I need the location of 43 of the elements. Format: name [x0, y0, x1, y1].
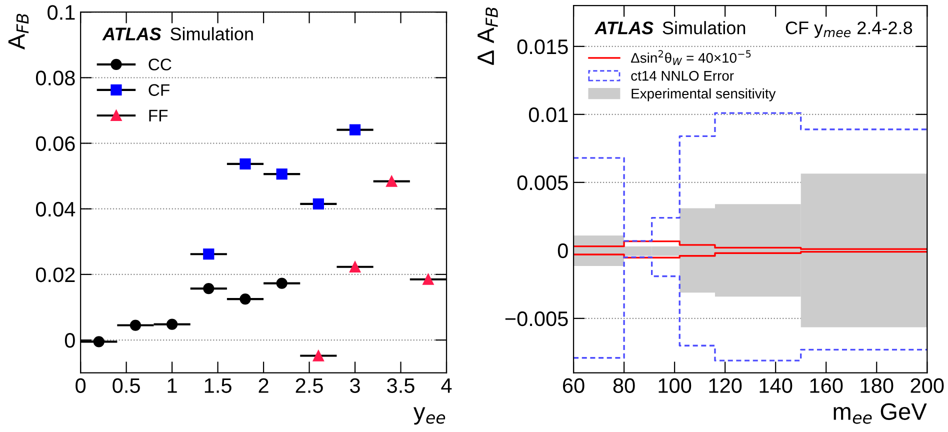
x-tick-label: 3	[350, 378, 360, 393]
x-tick-label: 140	[760, 378, 792, 393]
x-tick-label: 0.5	[112, 378, 140, 393]
y-tick-label: 0.04	[36, 202, 76, 217]
y-tick-label: 0.015	[517, 39, 568, 54]
x-axis-title: y$_{ee}$	[414, 407, 446, 425]
y-tick-label: 0	[64, 333, 75, 348]
y-tick-label: −0.005	[505, 311, 568, 326]
y-axis-title: Δ A$_{FB}$	[478, 7, 498, 65]
x-axis-title: m$_{ee}$ GeV	[834, 403, 927, 424]
x-tick-label: 4	[441, 378, 452, 393]
x-tick-label: 2	[258, 378, 268, 393]
x-tick-label: 120	[709, 378, 742, 393]
y-tick-label: 0.1	[48, 5, 75, 20]
x-tick-label: 1	[168, 378, 177, 393]
y-tick-label: 0.005	[517, 175, 568, 190]
legend-label: CC	[148, 58, 172, 70]
annotation: Simulation	[662, 21, 746, 34]
annotation: Simulation	[170, 27, 253, 40]
x-tick-label: 1.5	[204, 378, 232, 393]
legend-label: ct14 NNLO Error	[631, 70, 734, 81]
y-axis-title: A$_{FB}$	[8, 14, 29, 50]
x-tick-label: 200	[910, 378, 944, 393]
x-tick-label: 60	[563, 378, 584, 393]
annotation: ATLAS	[102, 28, 162, 40]
legend-label: Experimental sensitivity	[632, 88, 776, 102]
annotation: CF y$_{mee}$ 2.4-2.8	[786, 21, 912, 38]
y-tick-label: 0.06	[36, 136, 75, 152]
legend-label: CF	[148, 84, 170, 96]
legend-label: FF	[149, 110, 168, 122]
y-tick-label: 0.02	[36, 267, 75, 282]
legend-label: Δsin$^{2}$θ$_{W}$ = 40×10$^{−5}$	[631, 50, 751, 65]
x-tick-label: 80	[613, 378, 635, 393]
x-tick-label: 3.5	[387, 378, 414, 393]
y-tick-label: 0.01	[528, 107, 568, 122]
annotation: ATLAS	[594, 22, 654, 34]
x-tick-label: 160	[810, 378, 843, 393]
x-tick-label: 2.5	[296, 378, 323, 393]
y-tick-label: 0	[558, 243, 568, 258]
x-tick-label: 0	[76, 378, 86, 393]
x-tick-label: 180	[860, 378, 894, 393]
x-tick-label: 100	[658, 378, 692, 393]
y-tick-label: 0.08	[36, 70, 75, 86]
